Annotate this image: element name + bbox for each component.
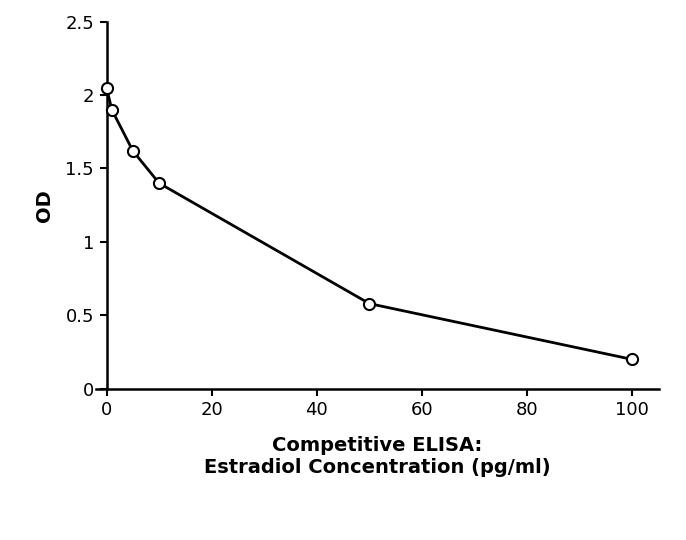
X-axis label: Competitive ELISA:
Estradiol Concentration (pg/ml): Competitive ELISA: Estradiol Concentrati… bbox=[204, 436, 551, 477]
Y-axis label: OD: OD bbox=[35, 189, 54, 221]
